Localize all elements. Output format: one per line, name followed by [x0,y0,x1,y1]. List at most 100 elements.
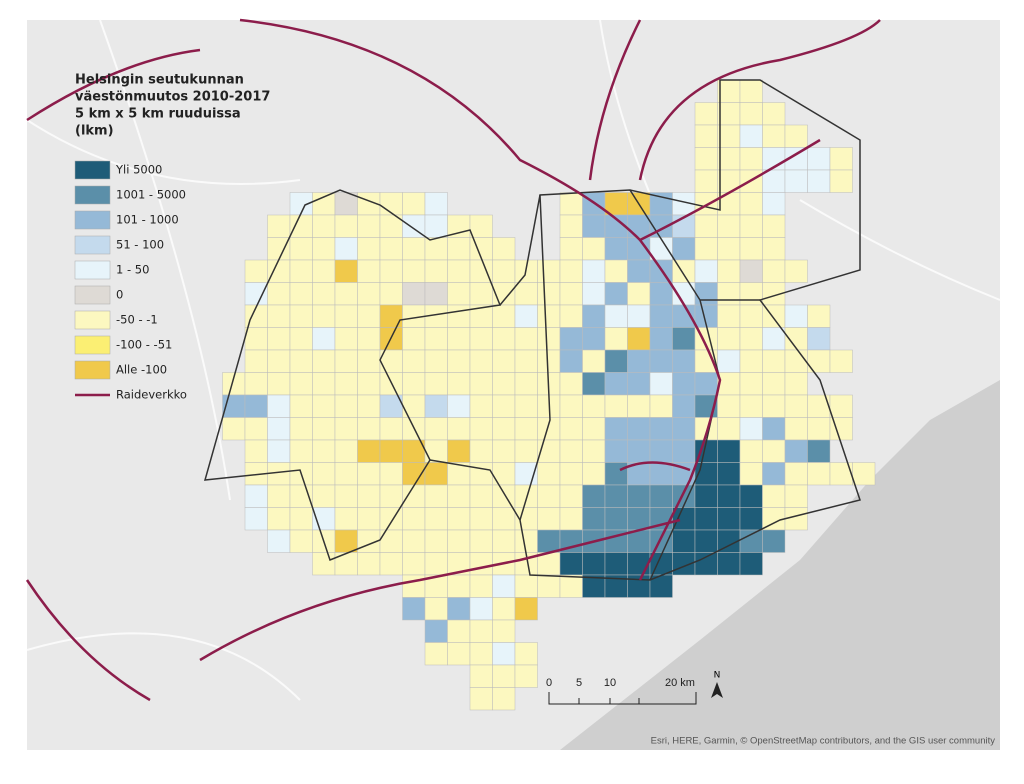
grid-cell [627,484,651,508]
sea [560,380,1000,750]
grid-cell [424,439,448,463]
grid-cell [784,124,808,148]
grid-cell [559,192,583,216]
grid-cell [357,282,381,306]
grid-cell [289,529,313,553]
grid-cell [649,394,673,418]
legend-swatch [74,335,111,355]
grid-cell [694,192,718,216]
grid-cell [582,237,606,261]
grid-cell [469,417,493,441]
grid-cell [672,529,696,553]
grid-cell [717,439,741,463]
grid-cell [537,574,561,598]
grid-cell [267,349,291,373]
grid-cell [672,372,696,396]
rail-lines [25,18,881,702]
grid-cell [627,259,651,283]
grid-cell [582,349,606,373]
grid-cell [559,574,583,598]
grid-cell [604,304,628,328]
grid-cell [402,394,426,418]
grid-cell [784,417,808,441]
grid-cell [739,102,763,126]
grid-cell [447,417,471,441]
grid-cell [627,282,651,306]
grid-cell [379,237,403,261]
grid-cell [244,282,268,306]
grid-cell [559,462,583,486]
grid-cell [582,304,606,328]
legend-label: Yli 5000 [115,163,162,177]
grid-cell [582,282,606,306]
grid-cell [469,349,493,373]
grid-cell [334,484,358,508]
grid-cell [672,417,696,441]
grid-cell [627,327,651,351]
grid-cell [717,102,741,126]
grid-cell [267,529,291,553]
grid-cell [604,417,628,441]
grid-cell [694,124,718,148]
grid-cell [717,124,741,148]
grid-cell [537,327,561,351]
grid-cell [267,417,291,441]
grid-cell [672,327,696,351]
grid-cell [469,327,493,351]
grid-cell [807,439,831,463]
grid-cell [379,282,403,306]
grid-cell [289,214,313,238]
grid-cell [244,259,268,283]
grid-cells [222,79,876,711]
grid-cell [559,484,583,508]
legend-title: 5 km x 5 km ruuduissa [75,107,241,122]
grid-cell [402,597,426,621]
grid-cell [784,304,808,328]
grid-cell [739,507,763,531]
grid-cell [717,507,741,531]
grid-cell [469,394,493,418]
legend-swatch [74,310,111,330]
grid-cell [312,439,336,463]
grid-cell [829,394,853,418]
grid-cell [402,484,426,508]
grid-cell [604,462,628,486]
grid-cell [694,507,718,531]
grid-cell [717,484,741,508]
grid-cell [604,439,628,463]
grid-cell [537,507,561,531]
grid-cell [739,124,763,148]
grid-cell [784,259,808,283]
legend-label: Alle -100 [116,363,167,377]
grid-cell [649,439,673,463]
grid-cell [312,282,336,306]
grid-cell [604,394,628,418]
grid-cell [312,327,336,351]
grid-cell [514,574,538,598]
grid-cell [334,282,358,306]
grid-cell [492,642,516,666]
grid-cell [244,394,268,418]
grid-cell [447,304,471,328]
grid-cell [739,79,763,103]
grid-cell [447,237,471,261]
grid-cell [469,642,493,666]
grid-cell [424,394,448,418]
grid-cell [537,529,561,553]
grid-cell [447,372,471,396]
legend-swatch [74,285,111,305]
grid-cell [807,462,831,486]
grid-cell [627,417,651,441]
grid-cell [762,192,786,216]
grid-cell [739,304,763,328]
grid-cell [649,327,673,351]
grid-cell [492,687,516,711]
grid-cell [267,259,291,283]
grid-cell [447,394,471,418]
grid-cell [289,507,313,531]
grid-cell [739,327,763,351]
grid-cell [717,147,741,171]
grid-cell [604,507,628,531]
grid-cell [739,192,763,216]
